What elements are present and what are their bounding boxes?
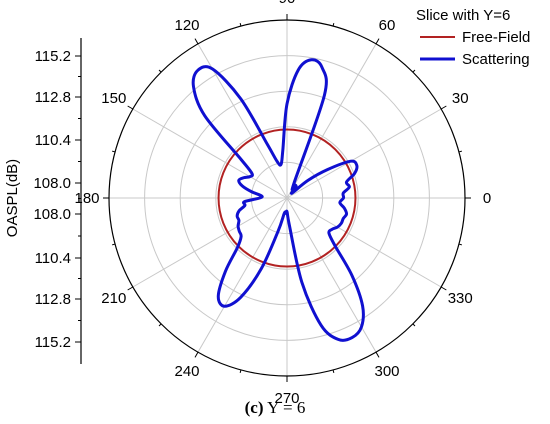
grid-spoke xyxy=(132,108,288,199)
radial-axis: 115.2 112.8 110.4 108.0 108.0 110.4 112.8 115.2… xyxy=(4,38,82,364)
figure-caption: (c) Y = 6 xyxy=(0,398,550,418)
radial-tick-label: 112.8 xyxy=(35,89,71,106)
angle-tick-label: 120 xyxy=(174,17,199,34)
caption-label: (c) xyxy=(244,398,264,417)
angle-tick-label: 90 xyxy=(279,0,296,7)
legend: Slice with Y=6 Free-Field Scattering xyxy=(416,7,530,68)
boundary-minor-tick xyxy=(112,243,116,246)
boundary-tick xyxy=(440,286,447,291)
boundary-tick xyxy=(194,351,199,358)
series-scattering xyxy=(191,58,365,342)
boundary-tick xyxy=(375,38,380,45)
caption-text: Y = 6 xyxy=(267,398,306,417)
legend-entry: Scattering xyxy=(462,51,530,68)
angle-tick-label: 0 xyxy=(483,190,491,207)
radial-tick-label: 115.2 xyxy=(35,334,71,351)
angle-tick-label: 180 xyxy=(74,190,99,207)
angle-tick-label: 330 xyxy=(448,290,473,307)
radial-tick-label: 108.0 xyxy=(33,175,71,192)
boundary-tick xyxy=(440,105,447,110)
boundary-minor-tick xyxy=(158,323,162,327)
grid-spoke xyxy=(286,197,442,288)
radial-tick-label: 112.8 xyxy=(35,291,71,308)
boundary-minor-tick xyxy=(412,323,416,327)
angle-tick-label: 270 xyxy=(274,390,299,407)
boundary-tick xyxy=(375,351,380,358)
angle-tick-label: 210 xyxy=(101,290,126,307)
grid-spoke xyxy=(132,197,288,288)
grid-spoke xyxy=(197,197,288,353)
boundary-tick xyxy=(127,105,134,110)
angle-tick-label: 150 xyxy=(101,90,126,107)
radial-tick-label: 110.4 xyxy=(35,132,71,149)
series-free-field xyxy=(217,128,357,268)
angle-tick-label: 240 xyxy=(174,363,199,380)
boundary-minor-tick xyxy=(332,23,335,27)
angle-tick-label: 60 xyxy=(379,17,396,34)
grid-spoke xyxy=(286,43,377,199)
boundary-tick xyxy=(127,286,134,291)
radial-axis-title: OASPL(dB) xyxy=(4,159,21,237)
polar-grid xyxy=(103,14,471,382)
series-layer xyxy=(191,58,365,342)
boundary-minor-tick xyxy=(239,23,242,27)
grid-spoke xyxy=(286,108,442,199)
radial-tick-label: 110.4 xyxy=(35,250,71,267)
radial-tick-label: 115.2 xyxy=(35,48,71,65)
boundary-minor-tick xyxy=(412,69,416,73)
boundary-minor-tick xyxy=(112,150,116,153)
radial-tick-label: 108.0 xyxy=(33,206,71,223)
angle-tick-label: 300 xyxy=(374,363,399,380)
boundary-minor-tick xyxy=(239,369,242,373)
angle-tick-label: 30 xyxy=(452,90,469,107)
legend-title: Slice with Y=6 xyxy=(416,7,510,24)
boundary-minor-tick xyxy=(332,369,335,373)
boundary-tick xyxy=(194,38,199,45)
boundary-minor-tick xyxy=(458,243,462,246)
boundary-minor-tick xyxy=(158,69,162,73)
boundary-minor-tick xyxy=(458,150,462,153)
angle-tick-labels: 0 30 60 90 120 150 180 210 240 270 300 330 xyxy=(74,0,491,407)
legend-entry: Free-Field xyxy=(462,29,530,46)
